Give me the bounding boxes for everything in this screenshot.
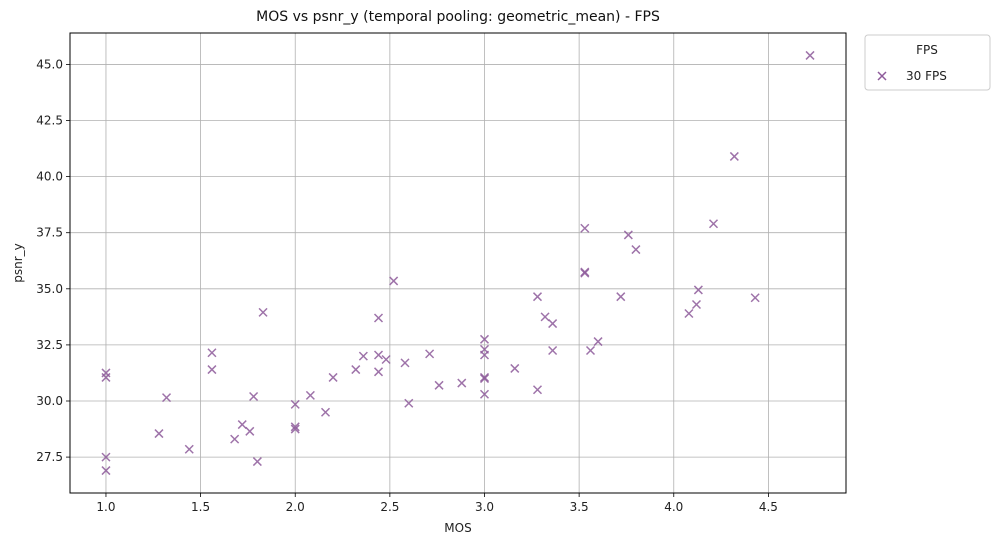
- data-point: [580, 267, 590, 277]
- y-tick-label: 42.5: [36, 114, 63, 128]
- plot-area-frame: [69, 32, 847, 494]
- data-point: [230, 434, 240, 444]
- data-point: [237, 420, 247, 430]
- data-point: [305, 390, 315, 400]
- data-point: [258, 307, 268, 317]
- legend-marker-x-icon: [877, 71, 887, 81]
- data-point: [404, 398, 414, 408]
- data-point: [425, 349, 435, 359]
- x-tick-label: 1.0: [96, 500, 115, 514]
- data-point: [184, 444, 194, 454]
- grid-lines: [70, 33, 846, 493]
- x-axis-label: MOS: [444, 521, 471, 535]
- x-tick-label: 3.5: [570, 500, 589, 514]
- x-tick-label: 4.0: [664, 500, 683, 514]
- y-tick-label: 27.5: [36, 450, 63, 464]
- data-point: [290, 399, 300, 409]
- legend-entry-label: 30 FPS: [906, 69, 947, 83]
- data-point: [373, 350, 384, 360]
- x-tick-label: 2.5: [380, 500, 399, 514]
- data-point: [245, 426, 255, 436]
- data-point: [631, 245, 641, 255]
- data-point: [373, 367, 384, 377]
- legend-title: FPS: [916, 43, 938, 57]
- data-point: [400, 358, 410, 368]
- data-point: [729, 151, 739, 161]
- data-point: [249, 391, 259, 402]
- legend-box: [864, 34, 991, 91]
- data-point: [479, 350, 490, 360]
- data-point: [585, 345, 596, 356]
- data-point: [693, 285, 703, 295]
- data-point: [540, 312, 550, 322]
- data-point: [207, 348, 217, 358]
- data-points: [101, 50, 815, 476]
- data-point: [381, 354, 391, 365]
- data-point: [580, 223, 590, 233]
- data-point: [684, 308, 694, 319]
- y-tick-label: 35.0: [36, 282, 63, 296]
- data-point: [616, 292, 626, 302]
- data-point: [532, 385, 543, 395]
- data-point: [457, 378, 467, 388]
- data-point: [154, 429, 164, 439]
- data-point: [691, 299, 702, 310]
- y-tick-label: 30.0: [36, 394, 63, 408]
- data-point: [320, 407, 331, 417]
- data-point: [479, 372, 490, 382]
- y-tick-label: 32.5: [36, 338, 63, 352]
- data-point: [479, 389, 490, 399]
- x-tick-label: 4.5: [759, 500, 778, 514]
- data-point: [510, 363, 520, 373]
- x-tick-label: 2.0: [286, 500, 305, 514]
- y-tick-label: 40.0: [36, 170, 63, 184]
- y-axis-label: psnr_y: [11, 243, 25, 283]
- data-point: [580, 268, 590, 278]
- data-point: [290, 422, 300, 432]
- data-point: [750, 293, 760, 303]
- data-point: [161, 393, 172, 403]
- data-point: [548, 345, 558, 356]
- data-point: [623, 230, 633, 240]
- chart-title: MOS vs psnr_y (temporal pooling: geometr…: [256, 9, 660, 25]
- data-point: [290, 424, 300, 434]
- x-axis-ticks: 1.0 1.5 2.0 2.5 3.0 3.5 4.0 4.5: [96, 493, 778, 514]
- data-point: [532, 292, 543, 302]
- data-point: [593, 337, 603, 347]
- x-tick-label: 3.0: [475, 500, 494, 514]
- y-tick-label: 37.5: [36, 226, 63, 240]
- data-point: [101, 372, 111, 382]
- data-point: [479, 374, 490, 384]
- data-point: [358, 351, 368, 361]
- data-point: [252, 457, 262, 467]
- x-tick-label: 1.5: [191, 500, 210, 514]
- data-point: [434, 380, 444, 390]
- data-point: [328, 372, 338, 382]
- data-point: [101, 466, 111, 476]
- data-point: [708, 219, 719, 229]
- legend: FPS 30 FPS: [864, 34, 991, 91]
- data-point: [389, 276, 399, 286]
- data-point: [101, 452, 111, 462]
- y-axis-ticks: 27.5 30.0 32.5 35.0 37.5 40.0 42.5 45.0: [36, 57, 70, 464]
- data-point: [351, 365, 361, 375]
- data-point: [805, 50, 815, 60]
- data-point: [373, 313, 384, 323]
- data-point: [207, 365, 217, 375]
- data-point: [479, 334, 490, 344]
- y-tick-label: 45.0: [36, 57, 63, 71]
- data-point: [548, 319, 558, 329]
